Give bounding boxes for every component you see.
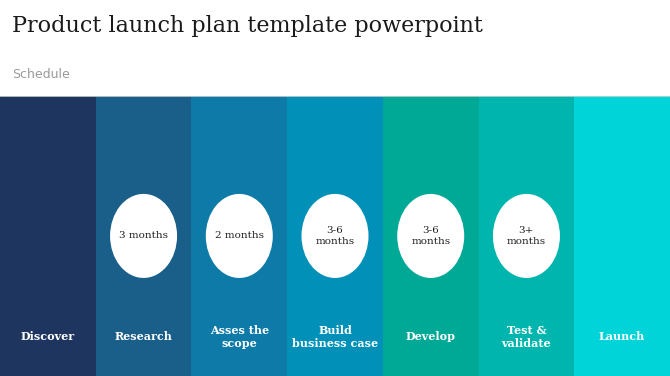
- Text: Test &
validate: Test & validate: [502, 325, 551, 349]
- Bar: [192, 96, 287, 376]
- Text: Develop: Develop: [406, 331, 456, 342]
- Text: Schedule: Schedule: [12, 68, 70, 81]
- Text: 3+
months: 3+ months: [507, 226, 546, 246]
- Bar: [574, 96, 670, 376]
- Bar: [0, 96, 96, 376]
- Ellipse shape: [302, 194, 368, 278]
- Bar: [287, 96, 383, 376]
- Text: 3-6
months: 3-6 months: [411, 226, 450, 246]
- Text: Launch: Launch: [599, 331, 645, 342]
- Text: 3-6
months: 3-6 months: [316, 226, 354, 246]
- Bar: [96, 96, 192, 376]
- Ellipse shape: [110, 194, 177, 278]
- Text: Discover: Discover: [21, 331, 75, 342]
- Ellipse shape: [397, 194, 464, 278]
- Text: Product launch plan template powerpoint: Product launch plan template powerpoint: [12, 15, 483, 37]
- Bar: [478, 96, 574, 376]
- Text: Asses the
scope: Asses the scope: [210, 325, 269, 349]
- Ellipse shape: [206, 194, 273, 278]
- Ellipse shape: [493, 194, 560, 278]
- Text: 3 months: 3 months: [119, 232, 168, 240]
- Text: 2 months: 2 months: [215, 232, 264, 240]
- Text: Build
business case: Build business case: [292, 325, 378, 349]
- Bar: [383, 96, 478, 376]
- Text: Research: Research: [115, 331, 172, 342]
